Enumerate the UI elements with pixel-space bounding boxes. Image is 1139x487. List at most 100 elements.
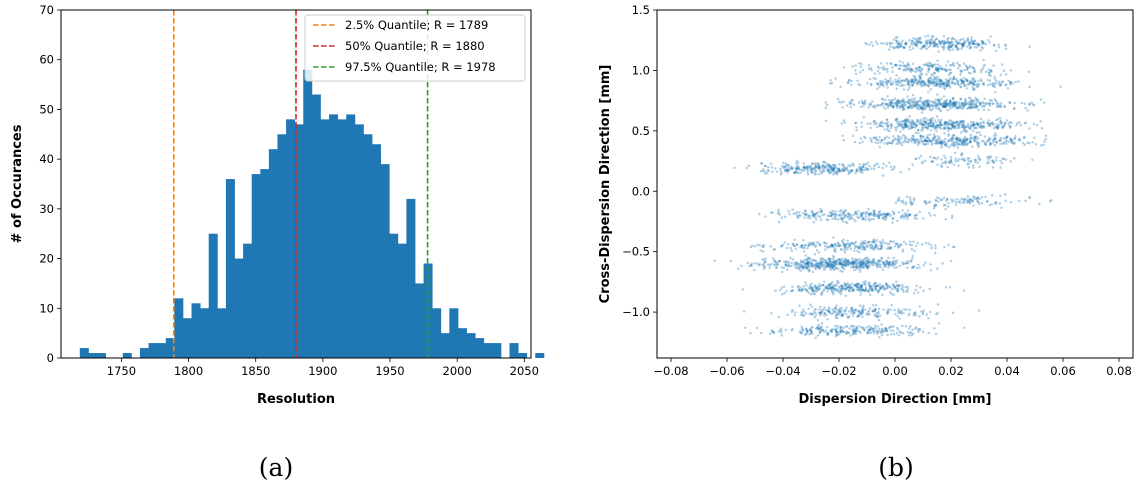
scatter-point	[859, 215, 862, 218]
scatter-point	[950, 137, 953, 140]
scatter-point	[831, 244, 834, 248]
scatter-point	[874, 40, 878, 43]
scatter-point	[999, 102, 1003, 105]
scatter-point	[885, 164, 888, 168]
scatter-point	[981, 67, 985, 70]
scatter-point	[935, 158, 938, 161]
scatter-point	[848, 243, 851, 247]
scatter-point	[910, 126, 913, 129]
scatter-point	[802, 314, 806, 317]
scatter-point	[955, 106, 959, 109]
scatter-point	[986, 121, 989, 125]
scatter-point	[928, 64, 931, 67]
scatter-point	[827, 264, 830, 267]
scatter-point	[939, 109, 942, 112]
scatter-point	[775, 261, 779, 264]
scatter-point	[918, 99, 922, 103]
scatter-point	[806, 330, 809, 333]
scatter-point	[943, 102, 946, 106]
scatter-point	[969, 120, 973, 124]
y-tick-label: 10	[39, 301, 54, 315]
scatter-point	[847, 78, 851, 82]
scatter-point	[940, 82, 943, 86]
scatter-point	[800, 260, 803, 264]
scatter-point	[938, 120, 942, 123]
scatter-point	[871, 240, 874, 244]
scatter-point	[954, 104, 957, 108]
scatter-point	[908, 308, 911, 312]
scatter-point	[901, 120, 905, 123]
scatter-point	[889, 123, 893, 126]
scatter-point	[791, 167, 794, 171]
scatter-point	[1039, 120, 1042, 123]
scatter-point	[910, 121, 914, 125]
scatter-point	[830, 264, 833, 267]
scatter-point	[911, 265, 914, 269]
scatter-point	[841, 216, 844, 219]
scatter-point	[857, 266, 860, 270]
scatter-point	[842, 267, 846, 271]
scatter-point	[960, 158, 964, 161]
scatter-point	[799, 269, 802, 272]
scatter-point	[902, 120, 906, 123]
scatter-point	[989, 122, 992, 125]
histogram-bar	[225, 179, 235, 358]
scatter-point	[890, 239, 893, 243]
scatter-point	[926, 139, 929, 143]
scatter-point	[929, 214, 932, 217]
scatter-point	[847, 260, 851, 264]
scatter-point	[852, 103, 856, 107]
scatter-point	[805, 262, 808, 265]
scatter-point	[862, 101, 865, 104]
scatter-point	[888, 41, 892, 45]
scatter-point	[894, 242, 898, 245]
scatter-point	[1008, 101, 1011, 104]
scatter-point	[922, 135, 925, 138]
scatter-point	[942, 105, 946, 108]
scatter-point	[954, 40, 958, 44]
scatter-point	[968, 141, 971, 144]
scatter-point	[862, 266, 865, 269]
scatter-point	[973, 45, 977, 49]
scatter-point	[936, 103, 939, 107]
scatter-point	[841, 167, 844, 170]
scatter-point	[886, 312, 889, 316]
scatter-point	[783, 241, 786, 244]
scatter-point	[955, 140, 958, 143]
scatter-point	[750, 262, 753, 265]
scatter-point	[876, 246, 880, 250]
scatter-point	[850, 214, 853, 217]
scatter-point	[779, 330, 783, 334]
scatter-point	[909, 80, 913, 84]
scatter-point	[923, 143, 927, 146]
scatter-point	[867, 63, 871, 67]
scatter-point	[967, 157, 971, 160]
scatter-point	[768, 332, 772, 336]
scatter-point	[909, 48, 912, 52]
scatter-point	[973, 39, 976, 43]
scatter-point	[914, 124, 918, 128]
scatter-point	[902, 140, 905, 144]
scatter-point	[821, 165, 824, 169]
scatter-point	[822, 169, 826, 173]
scatter-point	[883, 142, 886, 145]
scatter-point	[894, 137, 898, 141]
scatter-point	[929, 140, 933, 143]
scatter-point	[817, 242, 820, 245]
scatter-point	[929, 263, 932, 266]
scatter-point	[971, 99, 975, 102]
scatter-point	[936, 67, 939, 71]
scatter-point	[954, 200, 958, 204]
scatter-point	[913, 105, 916, 108]
scatter-point	[904, 242, 908, 246]
scatter-point	[938, 80, 942, 83]
scatter-point	[971, 42, 974, 46]
scatter-point	[962, 106, 965, 109]
scatter-point	[796, 262, 799, 266]
scatter-point	[926, 136, 929, 140]
scatter-point	[852, 265, 855, 269]
scatter-point	[758, 243, 761, 247]
scatter-point	[966, 142, 969, 145]
scatter-point	[912, 36, 915, 40]
scatter-point	[928, 118, 932, 122]
